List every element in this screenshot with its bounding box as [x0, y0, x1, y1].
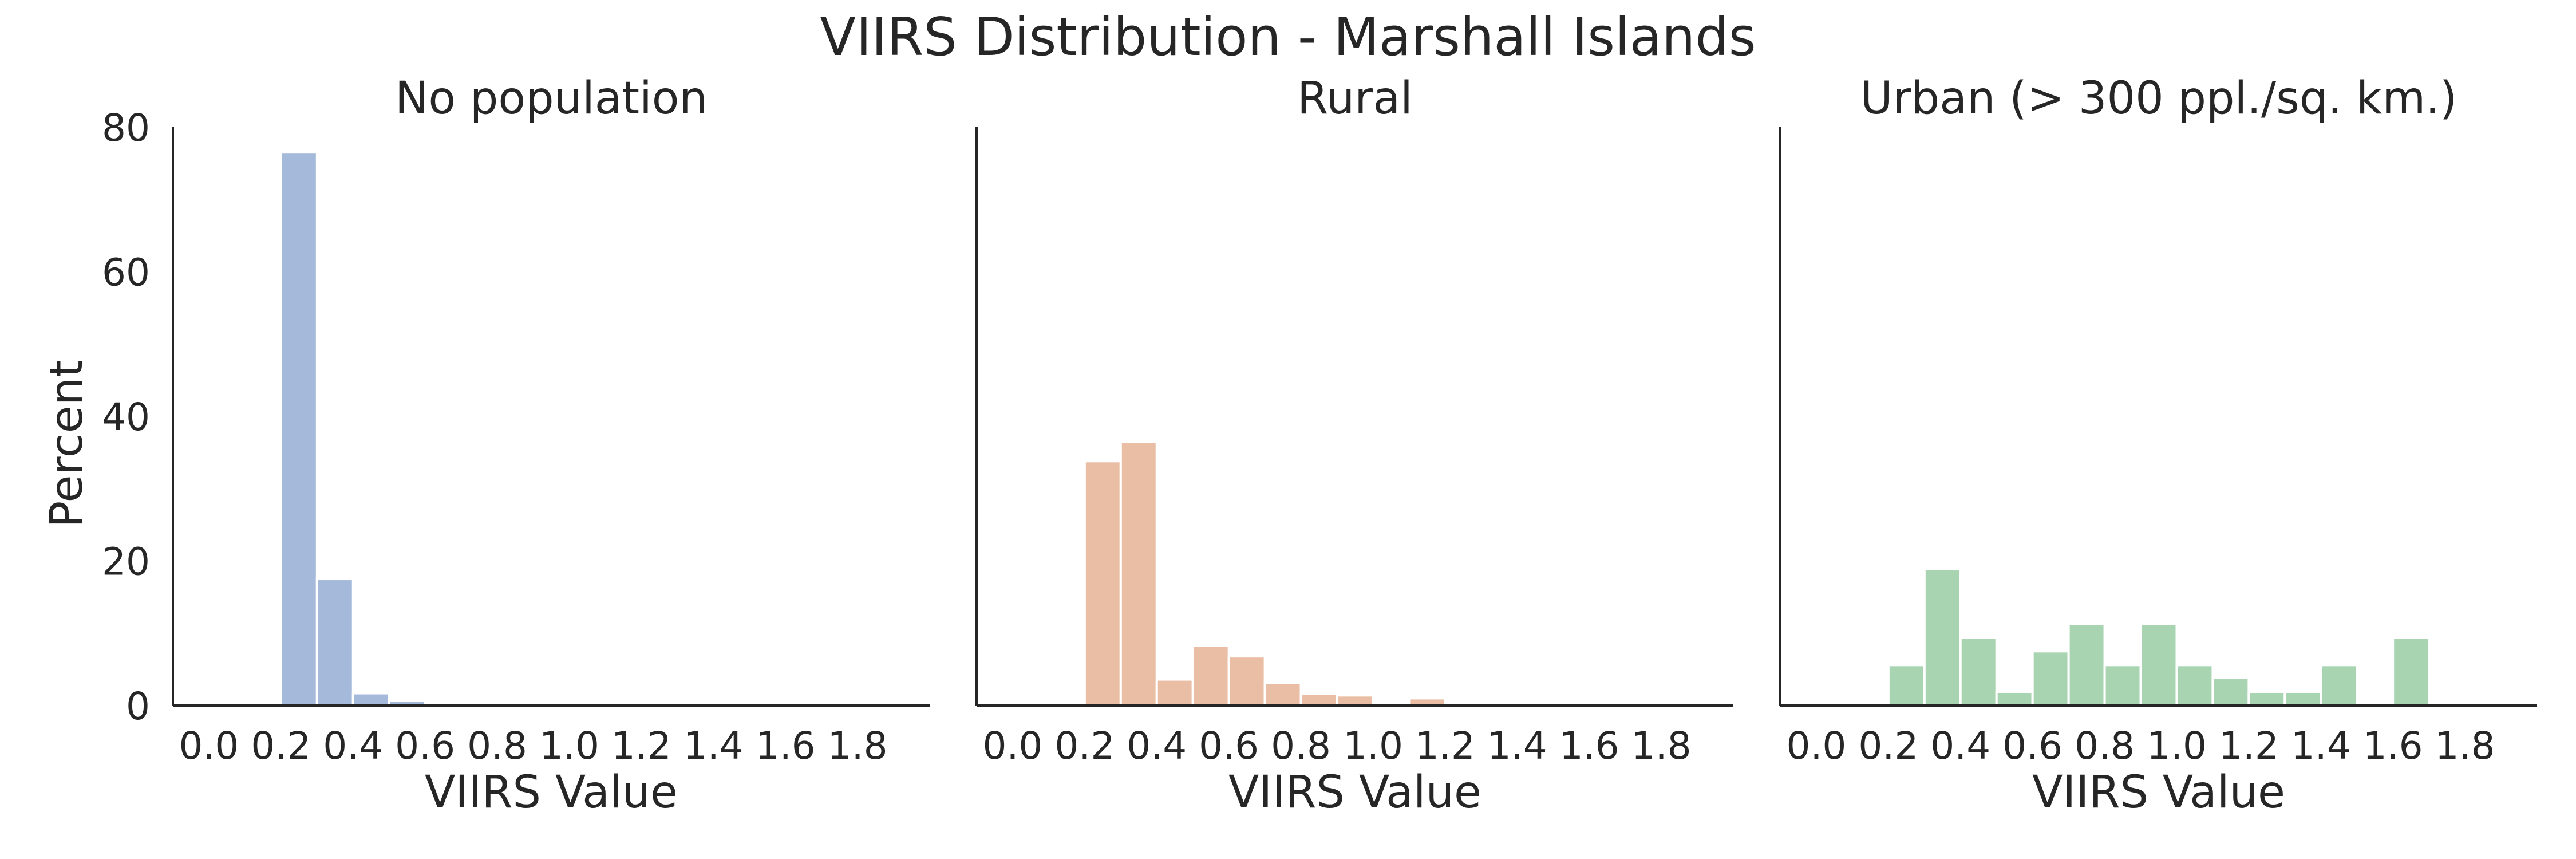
x-tick-label: 1.8 [2435, 724, 2495, 768]
histogram-bar [1191, 644, 1230, 707]
x-tick-label: 0.8 [1271, 724, 1331, 768]
histogram-bar [1336, 694, 1374, 707]
x-axis-label: VIIRS Value [2032, 767, 2285, 818]
x-tick-label: 0.2 [251, 724, 311, 768]
y-tick-label: 20 [102, 540, 150, 584]
x-tick-label: 0.2 [1858, 724, 1918, 768]
x-tick-label: 0.6 [395, 724, 455, 768]
histogram-bar [1887, 664, 1926, 707]
histogram-bar [279, 151, 318, 707]
histogram-bar [2320, 664, 2358, 707]
x-tick-label: 0.6 [2002, 724, 2063, 768]
x-tick-label: 1.0 [1343, 724, 1403, 768]
bar-group [1083, 440, 1699, 707]
x-tick-labels: 0.0 0.2 0.4 0.6 0.8 1.0 1.2 1.4 1.6 1.8 [179, 724, 887, 768]
x-tick-label: 0.2 [1054, 724, 1115, 768]
x-tick-label: 0.0 [1786, 724, 1846, 768]
histogram-bar [1083, 460, 1122, 707]
histogram-bar [2175, 664, 2214, 707]
y-axis-label: Percent [41, 360, 93, 528]
histogram-bar [1227, 655, 1266, 707]
histogram-bar [2139, 622, 2178, 707]
x-tick-label: 0.4 [323, 724, 383, 768]
y-tick-labels: 0 20 40 60 80 [102, 106, 150, 728]
x-tick-label: 0.0 [982, 724, 1042, 768]
x-axis-label: VIIRS Value [1228, 767, 1481, 818]
panel-title: Urban (> 300 ppl./sq. km.) [1860, 73, 2458, 124]
x-tick-label: 1.2 [2219, 724, 2279, 768]
panel-urban: Urban (> 300 ppl./sq. km.) 0.0 0.2 0.4 0.6 0… [1779, 73, 2537, 818]
histogram-bar [2392, 636, 2431, 707]
panel-no-population: No population Percent 0.0 0.2 0.4 0.6 0.8 1.0… [41, 73, 930, 818]
histogram-bar [2247, 691, 2286, 707]
histogram-bar [351, 692, 390, 707]
x-tick-label: 1.6 [1559, 724, 1619, 768]
x-tick-label: 1.0 [2147, 724, 2207, 768]
x-tick-label: 1.2 [1415, 724, 1475, 768]
x-tick-label: 1.4 [1487, 724, 1547, 768]
panel-rural: Rural 0.0 0.2 0.4 0.6 0.8 1.0 1.2 1.4 1.6 1.8 VII… [975, 73, 1733, 818]
x-tick-label: 0.8 [2075, 724, 2135, 768]
histogram-bar [1263, 681, 1302, 707]
histogram-bar [1923, 568, 1962, 707]
x-tick-label: 1.8 [1631, 724, 1692, 768]
histogram-bar [1299, 692, 1338, 707]
x-axis-label: VIIRS Value [425, 767, 678, 818]
x-tick-label: 1.0 [539, 724, 599, 768]
histogram-bar [2211, 677, 2250, 707]
x-tick-label: 0.4 [1930, 724, 1990, 768]
bar-group [243, 151, 895, 707]
x-tick-label: 1.2 [611, 724, 671, 768]
bar-group [1887, 568, 2431, 707]
x-tick-label: 0.6 [1199, 724, 1259, 768]
x-tick-labels: 0.0 0.2 0.4 0.6 0.8 1.0 1.2 1.4 1.6 1.8 [1786, 724, 2495, 768]
figure-title: VIIRS Distribution - Marshall Islands [820, 6, 1756, 68]
x-tick-label: 1.6 [2363, 724, 2423, 768]
y-tick-label: 40 [102, 395, 150, 439]
x-tick-labels: 0.0 0.2 0.4 0.6 0.8 1.0 1.2 1.4 1.6 1.8 [982, 724, 1691, 768]
panel-title: Rural [1297, 73, 1413, 124]
histogram-bar [1959, 636, 1998, 707]
x-tick-label: 1.4 [683, 724, 744, 768]
y-tick-label: 0 [126, 684, 150, 728]
histogram-bar [2283, 691, 2322, 707]
y-tick-label: 60 [102, 251, 150, 295]
panel-title: No population [395, 73, 708, 124]
y-tick-label: 80 [102, 106, 150, 150]
histogram-bar [1119, 440, 1158, 707]
histogram-bar [1155, 678, 1194, 707]
histogram-bar [315, 578, 354, 707]
x-tick-label: 0.4 [1127, 724, 1187, 768]
histogram-bar [2031, 650, 2070, 707]
x-tick-label: 1.6 [756, 724, 816, 768]
x-tick-label: 1.4 [2291, 724, 2351, 768]
x-tick-label: 1.8 [828, 724, 888, 768]
histogram-bar [2103, 664, 2142, 707]
histogram-bar [1995, 691, 2034, 707]
histogram-bar [2067, 622, 2106, 707]
x-tick-label: 0.0 [179, 724, 239, 768]
x-tick-label: 0.8 [467, 724, 527, 768]
